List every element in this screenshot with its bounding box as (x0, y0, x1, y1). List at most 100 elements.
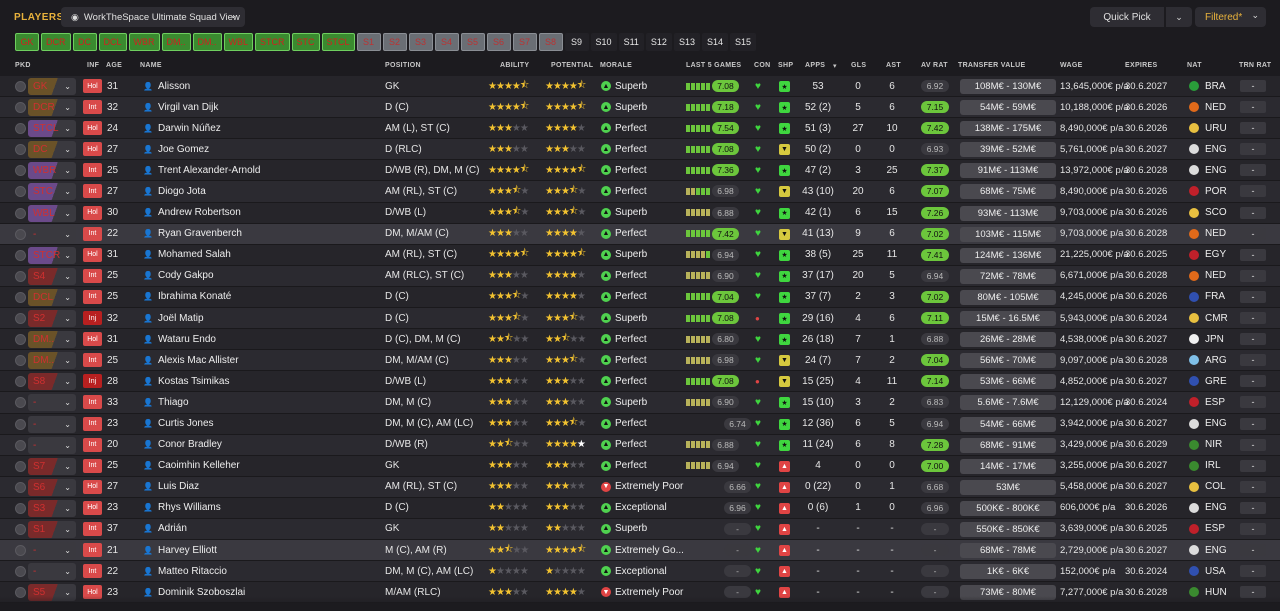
player-name-link[interactable]: 👤 Harvey Elliott (143, 540, 217, 560)
col-trn-rat[interactable]: TRN RAT (1239, 62, 1272, 69)
player-name-link[interactable]: 👤 Mohamed Salah (143, 245, 231, 265)
position-filter-button[interactable]: S3 (408, 33, 433, 51)
quick-pick-dropdown[interactable]: ⌄ (1166, 7, 1192, 27)
table-row[interactable]: - ⌄ Int 20 👤 Conor Bradley D/WB (R) ★ ★ ⯪ ★ ★ ★ ★ ★ ★ ★ ▲… (0, 434, 1280, 456)
transfer-value[interactable]: 54M€ - 59M€ (960, 100, 1056, 116)
position-filter-button[interactable]: DM.. (192, 33, 222, 51)
position-filter-button[interactable]: S15 (729, 33, 756, 51)
col-shp[interactable]: SHP (778, 62, 794, 69)
col-nat[interactable]: NAT (1187, 62, 1202, 69)
row-select-checkbox[interactable] (15, 418, 26, 430)
row-select-checkbox[interactable] (15, 376, 26, 388)
row-select-checkbox[interactable] (15, 81, 26, 92)
table-row[interactable]: DCL ⌄ Int 25 👤 Ibrahima Konaté D (C) ★ ★ ★ ⯪ ★ ★ ★ ★ ★ ★… (0, 286, 1280, 309)
table-row[interactable]: STCR ⌄ Hol 31 👤 Mohamed Salah AM (RL), ST (C) ★… (0, 244, 1280, 266)
table-row[interactable]: DCR ⌄ Int 32 👤 Virgil van Dijk D (C) ★ ★ ★ ★ ⯪ ★ ★ ★ ★ ⯪… (0, 97, 1280, 119)
row-select-checkbox[interactable] (15, 291, 26, 303)
transfer-value[interactable]: 500K€ - 800K€ (960, 500, 1056, 516)
info-badge[interactable]: Int (83, 543, 102, 558)
info-badge[interactable]: Int (83, 226, 102, 241)
picked-position-select[interactable]: STC ⌄ (28, 183, 76, 201)
player-name-link[interactable]: 👤 Conor Bradley (143, 435, 222, 455)
table-row[interactable]: STC ⌄ Int 27 👤 Diogo Jota AM (RL), ST (C) ★ ★ ★ ⯪ ★… (0, 181, 1280, 203)
filter-dropdown[interactable]: Filtered* ⌄ (1195, 7, 1266, 27)
col-avrat[interactable]: AV RAT (921, 62, 948, 69)
player-name-link[interactable]: 👤 Thiago (143, 392, 189, 412)
row-select-checkbox[interactable] (15, 502, 26, 514)
table-row[interactable]: - ⌄ Int 22 👤 Ryan Gravenberch DM, M/AM (C) ★ ★ ★ ★… (0, 223, 1280, 245)
table-row[interactable]: GK ⌄ Hol 31 👤 Alisson GK ★ ★ ★ ★ ⯪ ★ ★ ★ ★ ⯪ ▲ Superb 7.08 ♥… (0, 76, 1280, 98)
info-badge[interactable]: Int (83, 184, 102, 199)
transfer-value[interactable]: 53M€ (960, 479, 1056, 495)
info-badge[interactable]: Int (83, 521, 102, 536)
position-filter-button[interactable]: GK (15, 33, 39, 51)
row-select-checkbox[interactable] (15, 397, 26, 409)
info-badge[interactable]: Hol (83, 479, 102, 494)
position-filter-button[interactable]: S9 (564, 33, 589, 51)
picked-position-select[interactable]: STCR ⌄ (28, 246, 76, 264)
info-badge[interactable]: Hol (83, 142, 102, 157)
position-filter-button[interactable]: S12 (645, 33, 672, 51)
player-name-link[interactable]: 👤 Matteo Ritaccio (143, 561, 227, 581)
col-gls[interactable]: GLS (851, 62, 867, 69)
transfer-value[interactable]: 5.6M€ - 7.6M€ (960, 395, 1056, 411)
info-badge[interactable]: Hol (83, 205, 102, 220)
table-row[interactable]: WBR ⌄ Int 25 👤 Trent Alexander-Arnold D/WB (R)… (0, 160, 1280, 182)
col-con[interactable]: CON (754, 62, 771, 69)
player-name-link[interactable]: 👤 Adrián (143, 519, 187, 539)
player-name-link[interactable]: 👤 Alisson (143, 76, 190, 96)
transfer-value[interactable]: 93M€ - 113M€ (960, 205, 1056, 221)
transfer-value[interactable]: 68M€ - 75M€ (960, 184, 1056, 200)
col-wage[interactable]: WAGE (1060, 62, 1083, 69)
picked-position-select[interactable]: - ⌄ (28, 415, 76, 433)
col-apps[interactable]: APPS (805, 62, 826, 69)
position-filter-button[interactable]: DM.. (161, 33, 191, 51)
picked-position-select[interactable]: S8 ⌄ (28, 373, 76, 391)
position-filter-button[interactable]: DCR (41, 33, 71, 51)
info-badge[interactable]: Int (83, 353, 102, 368)
position-filter-button[interactable]: DCL (98, 33, 127, 51)
player-name-link[interactable]: 👤 Cody Gakpo (143, 266, 214, 286)
picked-position-select[interactable]: S7 ⌄ (28, 457, 76, 475)
row-select-checkbox[interactable] (15, 334, 26, 346)
position-filter-button[interactable]: S13 (673, 33, 700, 51)
picked-position-select[interactable]: S4 ⌄ (28, 267, 76, 285)
player-name-link[interactable]: 👤 Caoimhin Kelleher (143, 456, 240, 476)
picked-position-select[interactable]: DCR ⌄ (28, 99, 76, 117)
info-badge[interactable]: Hol (83, 585, 102, 600)
col-age[interactable]: AGE (106, 62, 123, 69)
row-select-checkbox[interactable] (15, 313, 26, 325)
row-select-checkbox[interactable] (15, 165, 26, 177)
table-row[interactable]: S2 ⌄ Inj 32 👤 Joël Matip D (C) ★ ★ ★ ⯪ ★ ★ ★ ★ ⯪ ★ ▲ Super… (0, 308, 1280, 330)
table-row[interactable]: S7 ⌄ Int 25 👤 Caoimhin Kelleher GK ★ ★ ★ ★ ★ ★ ★ ★ ★ ★ ▲ P… (0, 455, 1280, 477)
row-select-checkbox[interactable] (15, 144, 26, 156)
position-filter-button[interactable]: S1 (356, 33, 381, 51)
position-filter-button[interactable]: S7 (512, 33, 537, 51)
transfer-value[interactable]: 72M€ - 78M€ (960, 268, 1056, 284)
info-badge[interactable]: Int (83, 458, 102, 473)
player-name-link[interactable]: 👤 Luis Diaz (143, 477, 199, 497)
picked-position-select[interactable]: DM.. ⌄ (28, 352, 76, 370)
picked-position-select[interactable]: DC ⌄ (28, 141, 76, 159)
transfer-value[interactable]: 91M€ - 113M€ (960, 163, 1056, 179)
row-select-checkbox[interactable] (15, 249, 26, 261)
col-name[interactable]: NAME (140, 62, 162, 69)
position-filter-button[interactable]: S5 (460, 33, 485, 51)
picked-position-select[interactable]: STCL ⌄ (28, 120, 76, 138)
row-select-checkbox[interactable] (15, 481, 26, 493)
picked-position-select[interactable]: WBL ⌄ (28, 204, 76, 222)
transfer-value[interactable]: 550K€ - 850K€ (960, 521, 1056, 537)
row-select-checkbox[interactable] (15, 102, 26, 114)
col-morale[interactable]: MORALE (600, 62, 633, 69)
player-name-link[interactable]: 👤 Trent Alexander-Arnold (143, 160, 260, 180)
table-row[interactable]: - ⌄ Int 21 👤 Harvey Elliott M (C), AM (R) ★ ★ ⯪ ★ ★… (0, 540, 1280, 562)
position-filter-button[interactable]: S10 (590, 33, 617, 51)
table-row[interactable]: S6 ⌄ Hol 27 👤 Luis Diaz AM (RL), ST (C) ★ ★ ★ ★ ★ ★ ★… (0, 476, 1280, 498)
position-filter-button[interactable]: STC (291, 33, 320, 51)
player-name-link[interactable]: 👤 Darwin Núñez (143, 118, 221, 138)
info-badge[interactable]: Int (83, 564, 102, 579)
player-name-link[interactable]: 👤 Ryan Gravenberch (143, 224, 242, 244)
row-select-checkbox[interactable] (15, 523, 26, 535)
transfer-value[interactable]: 56M€ - 70M€ (960, 353, 1056, 369)
transfer-value[interactable]: 124M€ - 136M€ (960, 247, 1056, 263)
